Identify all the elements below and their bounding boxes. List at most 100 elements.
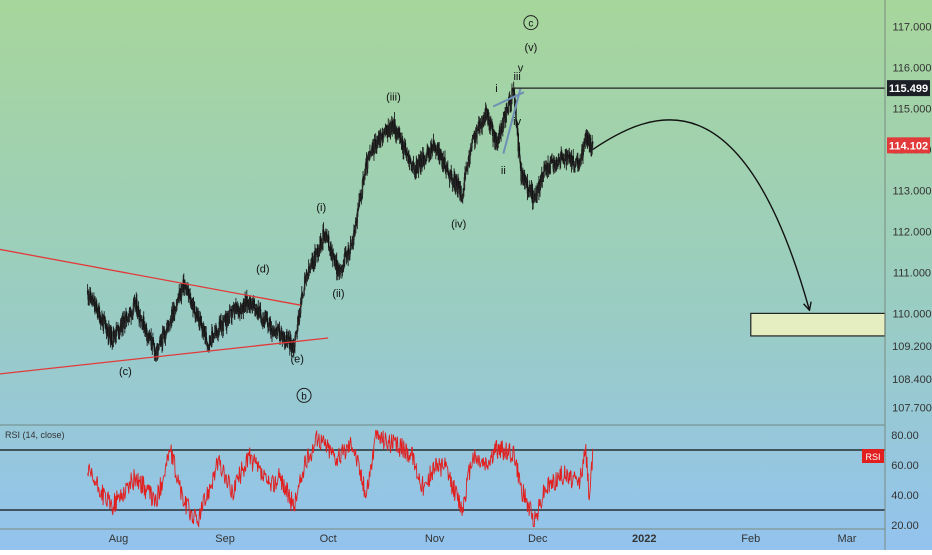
candle-body <box>521 169 523 173</box>
candle-body <box>404 143 407 151</box>
candle-body <box>461 197 463 201</box>
candle-body <box>159 339 162 341</box>
candle-body <box>417 160 420 172</box>
candle-body <box>450 170 452 175</box>
candle-body <box>169 323 171 325</box>
candle-body <box>115 327 117 338</box>
high-price-tag <box>887 80 930 97</box>
candle-body <box>360 193 362 196</box>
candle-body <box>460 186 462 200</box>
candle-body <box>255 310 258 314</box>
candle-body <box>345 251 347 256</box>
candle-body <box>338 265 340 272</box>
y-tick-label: 116.000 <box>893 63 932 75</box>
candle-body <box>544 164 546 169</box>
candle-body <box>516 128 519 134</box>
candle-body <box>357 208 359 212</box>
candle-body <box>264 315 266 325</box>
candle-body <box>211 330 214 336</box>
candle-body <box>278 326 280 329</box>
rsi-last-label: RSI <box>865 452 880 462</box>
candle-body <box>134 300 136 309</box>
candle-body <box>553 161 556 163</box>
candle-body <box>88 298 91 300</box>
candle-body <box>366 156 369 169</box>
candle-body <box>376 141 378 147</box>
candle-body <box>365 161 367 170</box>
candle-body <box>471 139 474 143</box>
candle-body <box>423 155 425 166</box>
candle-body <box>509 97 511 106</box>
candle-body <box>193 303 195 307</box>
candle-body <box>123 318 125 328</box>
candle-body <box>117 325 120 335</box>
candle-body <box>104 320 107 324</box>
candle-body <box>257 307 259 315</box>
candle-body <box>547 162 549 169</box>
candle-body <box>472 134 475 136</box>
wave-label: ii <box>501 165 506 177</box>
candle-body <box>448 173 450 178</box>
candle-body <box>462 188 464 194</box>
candle-body <box>470 148 472 150</box>
candle-body <box>370 148 373 155</box>
candle-body <box>503 114 505 129</box>
candle-body <box>96 303 98 309</box>
candle-body <box>433 140 435 148</box>
candle-body <box>116 327 119 331</box>
candle-body <box>352 240 355 243</box>
candle-body <box>477 127 479 129</box>
target-zone-box <box>750 312 886 337</box>
candle-body <box>421 153 424 167</box>
candle-body <box>410 163 412 165</box>
candle-body <box>382 131 385 139</box>
candle-body <box>388 133 390 137</box>
candle-body <box>223 316 226 320</box>
candle-body <box>222 318 225 331</box>
candle-body <box>522 172 524 183</box>
candle-body <box>254 307 256 310</box>
candle-body <box>412 162 415 163</box>
candle-body <box>328 236 330 248</box>
wave-label: (ii) <box>332 288 344 300</box>
candle-body <box>163 332 166 337</box>
candle-body <box>361 179 364 195</box>
candle-body <box>504 112 506 117</box>
x-tick-label: Dec <box>528 533 548 545</box>
candle-body <box>141 319 143 328</box>
candle-body <box>103 315 105 321</box>
candle-body <box>144 325 147 333</box>
candle-body <box>200 322 202 324</box>
candle-body <box>445 168 447 173</box>
candle-body <box>399 132 401 138</box>
candle-body <box>557 160 560 165</box>
candle-body <box>283 335 286 343</box>
candle-body <box>265 315 267 319</box>
candle-body <box>567 155 569 158</box>
wave-label: (c) <box>119 366 132 378</box>
candle-body <box>518 146 521 157</box>
candle-body <box>153 344 155 348</box>
candle-body <box>373 139 376 154</box>
candle-body <box>425 160 427 162</box>
candle-body <box>94 301 96 309</box>
rsi-y-tick-label: 80.00 <box>891 430 919 442</box>
candle-body <box>297 316 299 331</box>
candle-body <box>111 343 113 344</box>
candle-body <box>333 256 336 266</box>
candle-body <box>156 347 158 349</box>
candle-body <box>517 133 519 152</box>
candle-body <box>200 323 203 329</box>
candle-body <box>543 165 545 177</box>
candle-body <box>569 154 571 158</box>
candle-body <box>424 159 427 161</box>
candle-body <box>114 335 116 338</box>
candle-body <box>145 327 148 335</box>
candle-body <box>534 196 537 201</box>
candle-body <box>220 324 223 332</box>
candle-body <box>160 337 163 342</box>
candle-body <box>471 142 473 149</box>
candle-body <box>514 95 516 107</box>
